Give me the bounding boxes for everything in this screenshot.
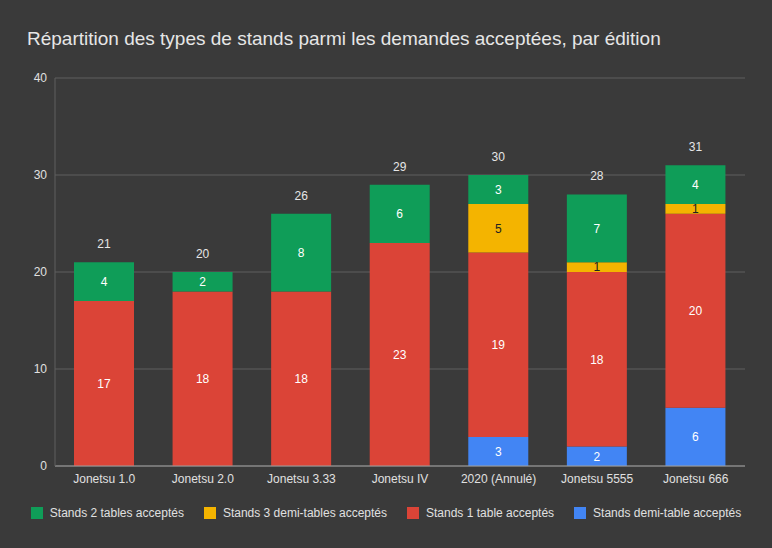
svg-text:1: 1 [594,260,601,274]
svg-text:6: 6 [692,430,699,444]
svg-text:4: 4 [692,178,699,192]
svg-text:40: 40 [34,71,48,85]
svg-text:7: 7 [594,222,601,236]
svg-text:10: 10 [34,362,48,376]
svg-text:Jonetsu 2.0: Jonetsu 2.0 [172,472,234,486]
svg-text:2: 2 [199,275,206,289]
svg-text:3: 3 [495,445,502,459]
svg-text:Jonetsu IV: Jonetsu IV [372,472,429,486]
svg-text:29: 29 [393,160,407,174]
html-text:Stands demi-table acceptés: Stands demi-table acceptés [593,506,742,520]
svg-text:20: 20 [34,265,48,279]
svg-text:28: 28 [590,169,604,183]
svg-text:30: 30 [492,150,506,164]
svg-text:20: 20 [196,247,210,261]
html-text:Stands 3 demi-tables acceptés: Stands 3 demi-tables acceptés [222,506,387,520]
svg-text:19: 19 [492,338,506,352]
svg-text:Jonetsu 666: Jonetsu 666 [663,472,729,486]
svg-text:3: 3 [495,183,502,197]
svg-text:4: 4 [101,275,108,289]
svg-text:2020 (Annulé): 2020 (Annulé) [461,472,536,486]
svg-text:17: 17 [97,377,111,391]
svg-text:6: 6 [396,207,403,221]
svg-text:18: 18 [590,353,604,367]
svg-text:21: 21 [97,237,111,251]
svg-text:20: 20 [689,304,703,318]
svg-text:5: 5 [495,222,502,236]
svg-text:18: 18 [196,372,210,386]
svg-text:23: 23 [393,348,407,362]
html-text:Répartition des types de stand: Répartition des types de stands parmi le… [27,28,661,49]
svg-text:2: 2 [594,450,601,464]
html-text:Stands 1 table acceptés: Stands 1 table acceptés [426,506,555,520]
svg-text:26: 26 [294,189,308,203]
svg-text:Jonetsu 5555: Jonetsu 5555 [561,472,633,486]
svg-text:8: 8 [298,246,305,260]
html-text:Stands 2 tables acceptés: Stands 2 tables acceptés [49,506,184,520]
svg-text:18: 18 [294,372,308,386]
svg-text:0: 0 [40,459,47,473]
svg-text:Jonetsu 1.0: Jonetsu 1.0 [73,472,135,486]
svg-text:30: 30 [34,168,48,182]
svg-text:Jonetsu 3.33: Jonetsu 3.33 [267,472,336,486]
svg-text:1: 1 [692,202,699,216]
svg-text:31: 31 [689,140,703,154]
